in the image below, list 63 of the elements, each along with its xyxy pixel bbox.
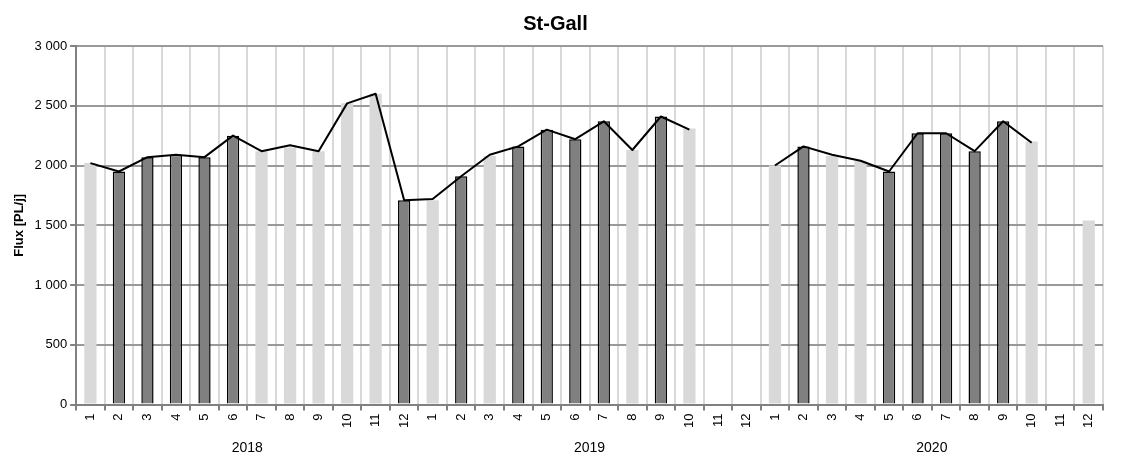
bar xyxy=(312,151,325,404)
x-tick-label: 7 xyxy=(937,413,953,421)
x-tick-label: 7 xyxy=(595,413,611,421)
x-tick-label: 8 xyxy=(281,413,297,421)
y-tick-label: 500 xyxy=(45,336,68,352)
x-tick-label: 11 xyxy=(367,413,383,428)
y-tick-label: 2 000 xyxy=(34,157,68,173)
x-tick-label: 4 xyxy=(509,413,525,421)
text: 2019 xyxy=(573,438,606,455)
bar xyxy=(683,128,696,404)
x-tick-label: 12 xyxy=(738,413,754,429)
bar xyxy=(825,155,839,404)
y-tick-label: 1 000 xyxy=(34,276,68,292)
text: 2018 xyxy=(231,438,264,455)
x-tick-label: 11 xyxy=(1051,413,1067,428)
bar xyxy=(1082,220,1095,404)
x-tick-label: 2 xyxy=(110,413,126,421)
y-tick-label: 3 000 xyxy=(34,37,68,53)
x-tick-label: 8 xyxy=(623,413,639,421)
y-tick-label: 0 xyxy=(59,396,68,412)
x-tick-label: 4 xyxy=(852,413,868,421)
x-tick-label: 3 xyxy=(823,413,839,421)
x-tick-label: 1 xyxy=(81,413,97,421)
x-tick-label: 6 xyxy=(566,413,582,421)
bar xyxy=(768,165,782,404)
x-tick-label: 1 xyxy=(424,413,440,421)
bar xyxy=(483,155,496,404)
bar xyxy=(426,200,439,404)
x-tick-label: 4 xyxy=(167,413,183,421)
bar xyxy=(626,149,639,404)
y-tick-label: 2 500 xyxy=(34,97,68,113)
bar xyxy=(854,160,867,404)
x-tick-label: 12 xyxy=(395,413,411,429)
x-tick-label: 10 xyxy=(338,413,354,429)
x-tick-label: 10 xyxy=(680,413,696,429)
chart-title: St-Gall xyxy=(523,11,588,34)
x-tick-label: 11 xyxy=(709,413,725,428)
x-tick-label: 2 xyxy=(795,413,811,421)
x-tick-label: 3 xyxy=(139,413,155,421)
x-tick-label: 10 xyxy=(1023,413,1039,429)
bar xyxy=(1025,141,1038,404)
x-tick-label: 9 xyxy=(994,413,1010,421)
x-tick-label: 9 xyxy=(652,413,668,421)
y-tick-label: 1 500 xyxy=(34,216,68,232)
x-tick-label: 6 xyxy=(224,413,240,421)
x-tick-label: 8 xyxy=(966,413,982,421)
x-tick-label: 12 xyxy=(1080,413,1096,429)
x-tick-label: 5 xyxy=(880,413,896,421)
text: 2020 xyxy=(916,438,948,455)
x-tick-label: 2 xyxy=(452,413,468,421)
bar xyxy=(283,147,297,404)
bar xyxy=(340,103,354,404)
bar xyxy=(255,151,268,404)
bar xyxy=(84,163,97,404)
x-tick-label: 5 xyxy=(538,413,554,421)
x-tick-label: 3 xyxy=(481,413,497,421)
x-tick-label: 9 xyxy=(310,413,326,421)
bar xyxy=(369,93,382,404)
y-axis-title: Flux [PL/j] xyxy=(11,193,27,257)
x-tick-label: 1 xyxy=(766,413,782,421)
x-tick-label: 7 xyxy=(253,413,269,421)
x-tick-label: 5 xyxy=(196,413,212,421)
x-tick-label: 6 xyxy=(909,413,925,421)
